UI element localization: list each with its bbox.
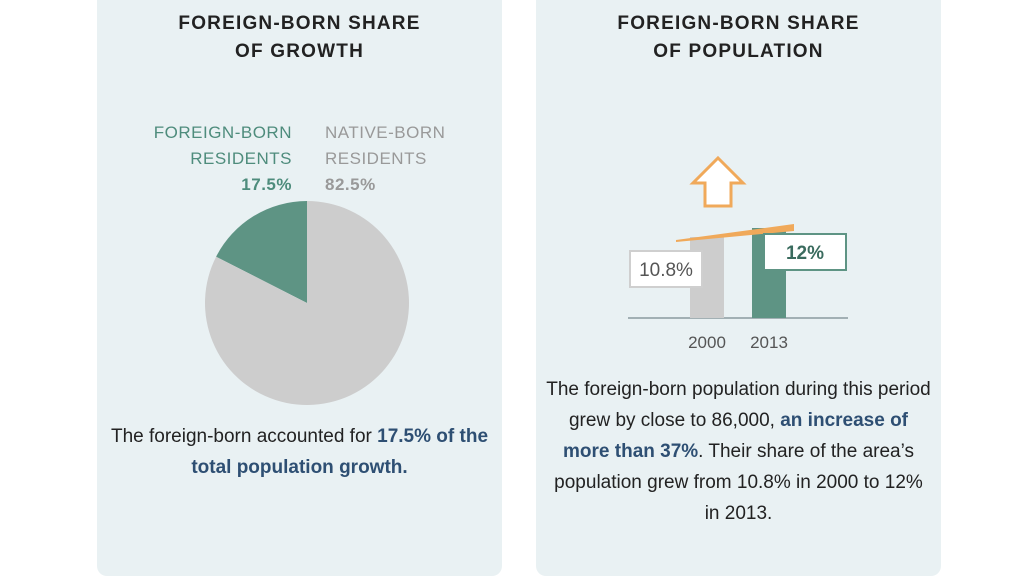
legend-label: RESIDENTS (190, 149, 292, 168)
title-line: OF POPULATION (653, 41, 824, 62)
x-tick-label: 2013 (750, 333, 788, 352)
caption-highlight: 17.5% of the total population growth (191, 426, 489, 478)
growth-wedge (676, 224, 794, 242)
bar-chart: 2000 2013 10.8% 12% (628, 155, 848, 352)
legend-native-born: NATIVE-BORN RESIDENTS 82.5% (325, 120, 500, 198)
population-panel: FOREIGN-BORN SHARE OF POPULATION 2000 201… (536, 0, 941, 576)
svg-text:12%: 12% (786, 243, 824, 264)
up-arrow-icon (689, 155, 747, 208)
legend-label: FOREIGN-BORN (153, 123, 292, 142)
x-tick-label: 2000 (688, 333, 726, 352)
pie-chart (204, 201, 409, 405)
caption-text: . (402, 457, 408, 478)
svg-text:10.8%: 10.8% (639, 260, 693, 281)
legend-percent: 17.5% (241, 175, 292, 194)
caption-text: The foreign-born accounted for (110, 426, 378, 447)
caption-highlight: an increase of more than 37% (563, 410, 909, 462)
value-label-2000: 10.8% (629, 250, 703, 288)
title-line: FOREIGN-BORN SHARE (617, 13, 860, 34)
population-panel-title: FOREIGN-BORN SHARE OF POPULATION (536, 10, 941, 66)
title-line: FOREIGN-BORN SHARE (178, 13, 421, 34)
growth-caption: The foreign-born accounted for 17.5% of … (107, 421, 492, 483)
population-caption: The foreign-born population during this … (546, 374, 931, 529)
legend-percent: 82.5% (325, 175, 376, 194)
pie-slice-native-born (204, 201, 409, 405)
legend-label: RESIDENTS (325, 149, 427, 168)
title-line: OF GROWTH (234, 41, 364, 62)
caption-text: . Their share of the area’s population g… (554, 441, 923, 524)
growth-panel: FOREIGN-BORN SHARE OF GROWTH FOREIGN-BOR… (97, 0, 502, 576)
legend-label: NATIVE-BORN (325, 123, 446, 142)
value-label-2013: 12% (763, 233, 847, 271)
caption-text: The foreign-born population during this … (546, 379, 931, 431)
growth-panel-title: FOREIGN-BORN SHARE OF GROWTH (97, 10, 502, 66)
pie-slice-foreign-born (216, 201, 307, 303)
legend-foreign-born: FOREIGN-BORN RESIDENTS 17.5% (117, 120, 292, 198)
